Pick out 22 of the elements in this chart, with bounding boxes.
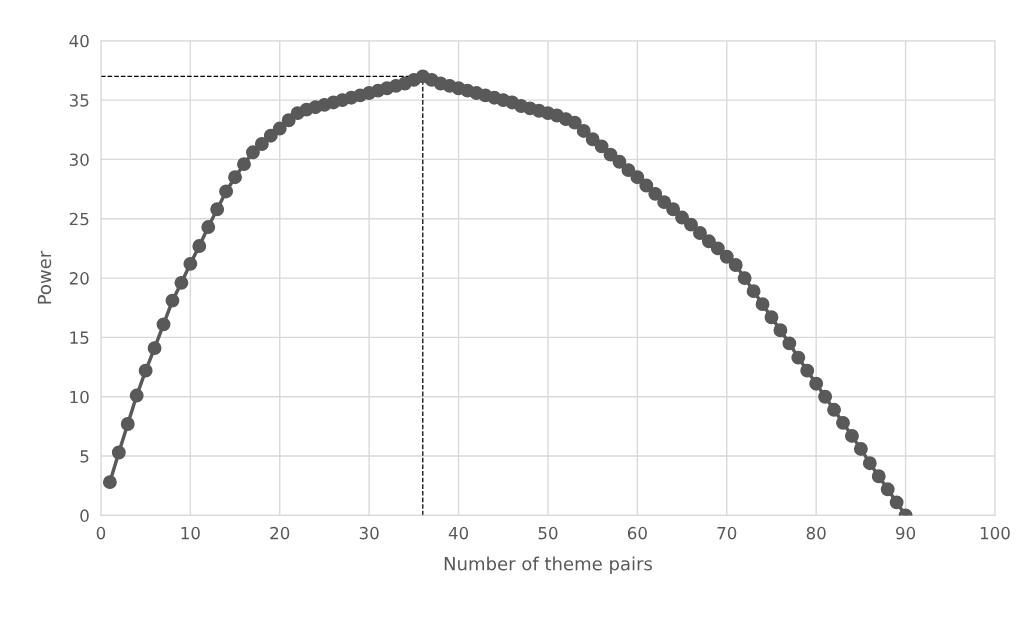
y-tick-label: 10 xyxy=(70,390,89,404)
x-tick-label: 0 xyxy=(96,526,106,540)
y-tick-label: 30 xyxy=(69,153,89,166)
x-tick-label: 60 xyxy=(627,526,647,540)
y-axis-title: Power xyxy=(37,250,52,304)
x-tick-label: 70 xyxy=(717,526,737,540)
y-tick-label: 15 xyxy=(70,331,89,344)
y-tick-label: 5 xyxy=(80,450,89,463)
y-tick-label: 20 xyxy=(69,272,89,285)
x-tick-label: 90 xyxy=(896,526,916,540)
x-tick-label: 50 xyxy=(538,526,558,540)
x-tick-label: 100 xyxy=(980,526,1010,540)
y-tick-label: 40 xyxy=(69,34,89,48)
y-tick-label: 35 xyxy=(69,94,89,107)
y-tick-label: 0 xyxy=(80,509,89,522)
x-tick-label: 80 xyxy=(806,526,826,540)
x-tick-label: 30 xyxy=(359,526,379,540)
x-tick-label: 20 xyxy=(270,526,290,540)
x-axis-title: Number of theme pairs xyxy=(444,556,653,574)
y-tick-label: 25 xyxy=(69,212,89,226)
x-tick-label: 40 xyxy=(448,526,469,540)
x-tick-label: 10 xyxy=(181,526,200,540)
